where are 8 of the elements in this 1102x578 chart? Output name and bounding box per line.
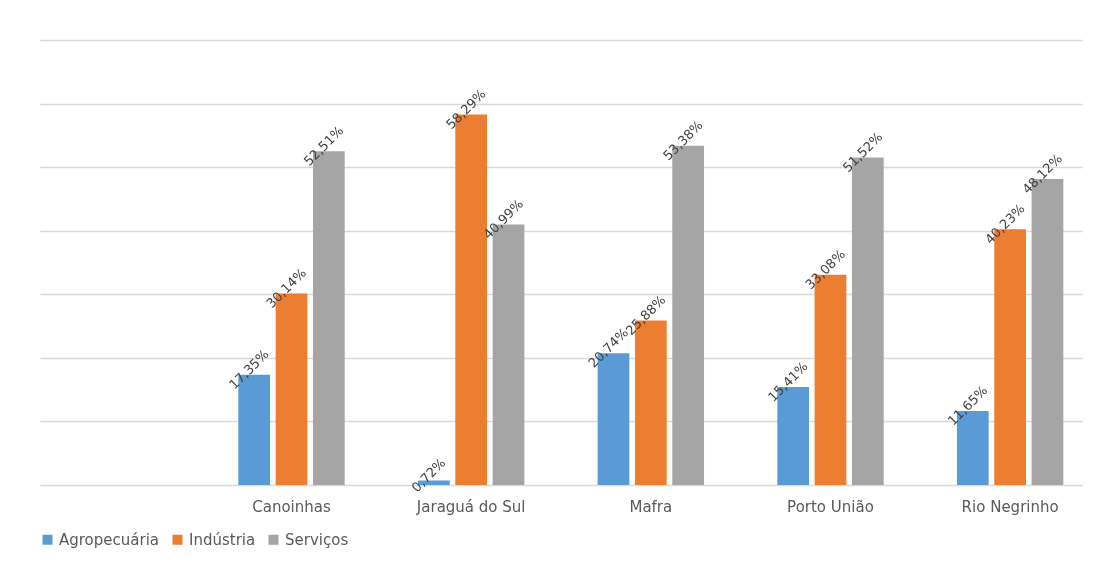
x-tick-label: Canoinhas (252, 497, 331, 516)
legend-label: Indústria (189, 530, 256, 549)
legend-label: Agropecuária (59, 530, 160, 549)
x-tick-label: Rio Negrinho (961, 497, 1059, 516)
x-tick-label: Mafra (629, 497, 673, 516)
legend-label: Serviços (285, 530, 349, 549)
x-tick-label: Jaraguá do Sul (415, 497, 526, 516)
x-tick-label: Porto União (787, 497, 874, 516)
